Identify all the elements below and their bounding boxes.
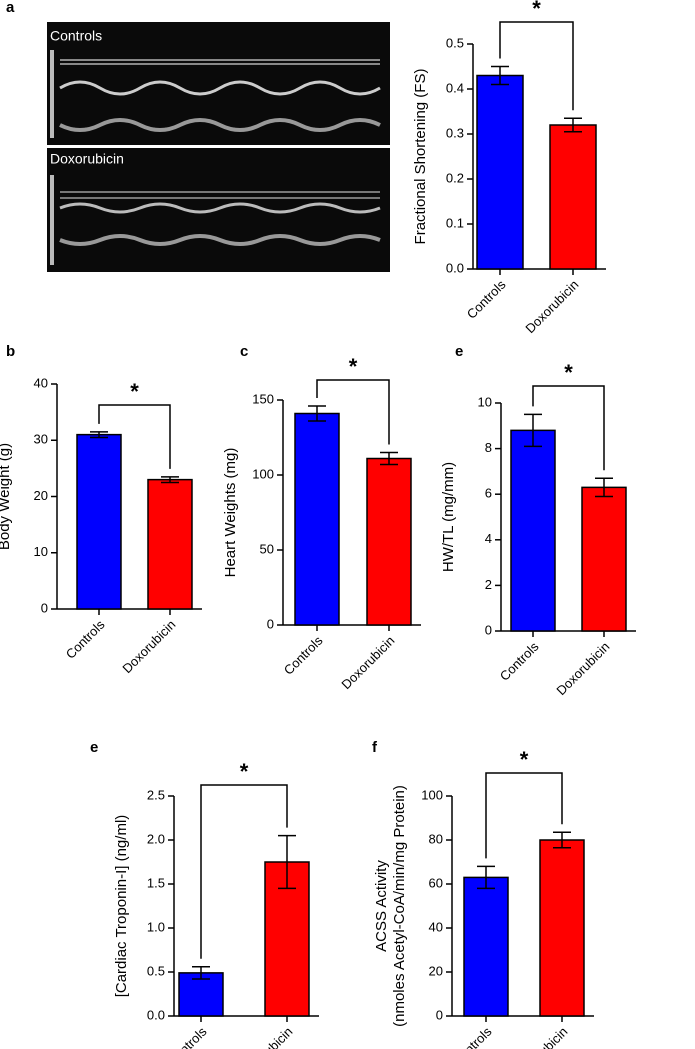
- x-tick-label: Controls: [165, 1024, 210, 1049]
- significance-bracket: [316, 379, 390, 445]
- y-tick-label: 0: [485, 622, 492, 637]
- echo-scale: [50, 50, 54, 138]
- x-tick-label: Controls: [281, 633, 326, 678]
- echo-label: Controls: [50, 28, 102, 44]
- y-tick-label: 30: [34, 432, 48, 447]
- bar: [294, 412, 340, 626]
- y-tick-label: 0.4: [446, 80, 464, 95]
- bar: [366, 457, 412, 626]
- y-tick-label: 0.1: [446, 215, 464, 230]
- echo-wall: [59, 234, 381, 246]
- bar: [549, 124, 597, 270]
- y-tick-label: 0: [267, 616, 274, 631]
- echo-image: Controls Doxorubicin: [47, 22, 390, 272]
- panel-letter: e: [90, 739, 98, 756]
- y-tick-label: 20: [34, 488, 48, 503]
- y-tick-label: 4: [485, 531, 492, 546]
- bar: [178, 972, 224, 1017]
- echo-wall: [59, 118, 381, 132]
- y-axis-label: ACSS Activity: [373, 860, 390, 952]
- y-tick-label: 1.5: [147, 875, 165, 890]
- y-tick-label: 0.5: [147, 963, 165, 978]
- y-tick-label: 50: [260, 541, 274, 556]
- significance-label: *: [240, 759, 249, 784]
- x-tick-label: Doxorubicin: [119, 617, 178, 676]
- echo-wall: [59, 202, 381, 214]
- x-tick-label: Controls: [450, 1024, 495, 1049]
- y-tick-label: 2.0: [147, 831, 165, 846]
- y-tick-label: 0.5: [446, 35, 464, 50]
- bar: [581, 486, 627, 632]
- significance-label: *: [130, 379, 139, 404]
- y-tick-label: 40: [34, 375, 48, 390]
- y-tick-label: 1.0: [147, 919, 165, 934]
- y-tick-label: 20: [429, 963, 443, 978]
- y-tick-label: 0.2: [446, 170, 464, 185]
- y-tick-label: 8: [485, 440, 492, 455]
- panel-letter: f: [372, 739, 378, 756]
- echo-band: [60, 59, 380, 65]
- significance-label: *: [349, 354, 358, 379]
- significance-label: *: [520, 747, 529, 772]
- panel-letter: c: [240, 343, 248, 360]
- y-tick-label: 60: [429, 875, 443, 890]
- echo-label: Doxorubicin: [50, 151, 124, 167]
- significance-label: *: [564, 360, 573, 385]
- bar: [463, 876, 509, 1017]
- y-tick-label: 100: [252, 466, 274, 481]
- y-tick-label: 40: [429, 919, 443, 934]
- echo-wall: [59, 80, 381, 96]
- y-axis-label: HW/TL (mg/mm): [440, 462, 457, 572]
- y-tick-label: 150: [252, 391, 274, 406]
- significance-bracket: [200, 784, 288, 959]
- y-axis-label: (nmoles Acetyl-CoA/min/mg Protein): [391, 785, 408, 1027]
- y-axis-label: [Cardiac Troponin-I] (ng/ml): [113, 815, 130, 998]
- y-tick-label: 2.5: [147, 787, 165, 802]
- y-axis-label: Body Weight (g): [0, 443, 13, 550]
- x-tick-label: Doxorubicin: [553, 639, 612, 698]
- bar: [510, 429, 556, 632]
- y-tick-label: 0: [41, 600, 48, 615]
- echo-divider: [47, 145, 390, 148]
- panel-letter: a: [6, 0, 15, 16]
- significance-bracket: [532, 385, 605, 471]
- x-tick-label: Controls: [464, 277, 509, 322]
- y-tick-label: 2: [485, 577, 492, 592]
- significance-label: *: [532, 0, 541, 21]
- echo-band: [60, 191, 380, 199]
- y-tick-label: 10: [478, 394, 492, 409]
- significance-bracket: [485, 772, 563, 859]
- bar: [147, 478, 193, 610]
- y-tick-label: 6: [485, 486, 492, 501]
- y-tick-label: 0.0: [147, 1007, 165, 1022]
- significance-bracket: [499, 21, 574, 111]
- x-tick-label: Controls: [497, 639, 542, 684]
- x-tick-label: Doxorubicin: [522, 277, 581, 336]
- echo-scale: [50, 175, 54, 265]
- y-axis-label: Heart Weights (mg): [222, 448, 239, 578]
- panel-letter: b: [6, 343, 15, 360]
- bar: [76, 433, 122, 610]
- panel-letter: e: [455, 343, 463, 360]
- significance-bracket: [98, 404, 171, 469]
- y-tick-label: 0.0: [446, 260, 464, 275]
- x-tick-label: Doxorubicin: [338, 633, 397, 692]
- bar: [476, 74, 524, 270]
- y-tick-label: 100: [421, 787, 443, 802]
- y-tick-label: 0.3: [446, 125, 464, 140]
- y-tick-label: 80: [429, 831, 443, 846]
- x-tick-label: Controls: [63, 617, 108, 662]
- y-axis-label: Fractional Shortening (FS): [412, 69, 429, 245]
- bar: [539, 839, 585, 1017]
- x-tick-label: Doxorubicin: [511, 1024, 570, 1049]
- y-tick-label: 10: [34, 544, 48, 559]
- x-tick-label: Doxorubicin: [236, 1024, 295, 1049]
- y-tick-label: 0: [436, 1007, 443, 1022]
